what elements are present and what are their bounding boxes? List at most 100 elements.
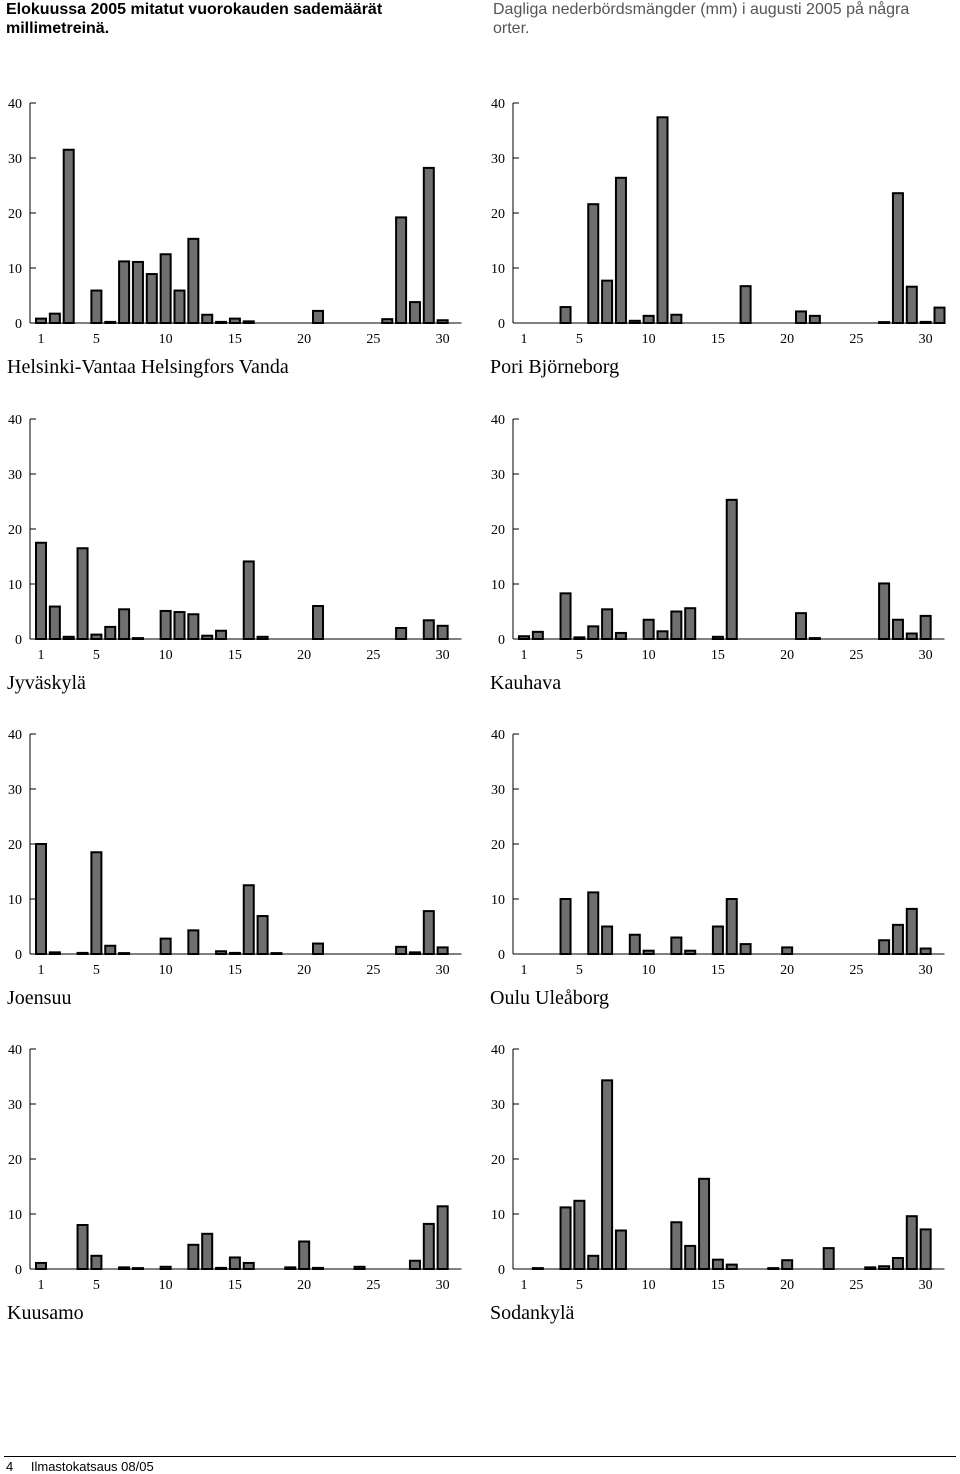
x-tick-label: 25 bbox=[366, 963, 380, 978]
bar-day-6 bbox=[104, 944, 117, 955]
bar-day-17 bbox=[739, 285, 752, 324]
bar-day-4 bbox=[559, 592, 572, 640]
x-tick-label: 20 bbox=[780, 1278, 794, 1293]
bar-day-9 bbox=[628, 319, 641, 324]
bar-day-5 bbox=[90, 289, 103, 324]
bar-day-18 bbox=[270, 952, 283, 955]
x-tick-label: 30 bbox=[436, 1278, 450, 1293]
bar-day-30 bbox=[436, 1205, 449, 1271]
x-tick-label: 20 bbox=[297, 648, 311, 663]
bar-day-7 bbox=[118, 1266, 131, 1270]
bar-day-28 bbox=[891, 923, 904, 955]
bar-day-9 bbox=[628, 933, 641, 955]
bar-day-6 bbox=[587, 891, 600, 956]
bar-day-15 bbox=[711, 635, 724, 640]
x-tick-label: 15 bbox=[711, 1278, 725, 1293]
x-tick-label: 25 bbox=[849, 332, 863, 347]
y-tick-label: 40 bbox=[491, 97, 505, 112]
y-tick-label: 0 bbox=[498, 317, 505, 332]
x-tick-label: 1 bbox=[38, 648, 45, 663]
bar-day-13 bbox=[684, 949, 697, 956]
bar-day-27 bbox=[878, 321, 891, 325]
x-tick-label: 30 bbox=[919, 1278, 933, 1293]
bar-day-6 bbox=[104, 625, 117, 641]
bar-day-5 bbox=[90, 633, 103, 640]
x-tick-label: 15 bbox=[228, 648, 242, 663]
bar-day-28 bbox=[408, 1259, 421, 1270]
y-tick-label: 40 bbox=[491, 1043, 505, 1058]
bar-day-11 bbox=[173, 611, 186, 640]
bar-day-8 bbox=[131, 260, 144, 325]
bar-day-13 bbox=[684, 1244, 697, 1271]
x-tick-label: 30 bbox=[436, 648, 450, 663]
bar-day-11 bbox=[656, 116, 669, 324]
y-tick-label: 30 bbox=[491, 1098, 505, 1113]
bar-day-26 bbox=[864, 1266, 877, 1270]
bar-day-28 bbox=[891, 192, 904, 324]
bar-day-10 bbox=[159, 1265, 172, 1271]
x-tick-label: 25 bbox=[849, 963, 863, 978]
bar-day-30 bbox=[436, 319, 449, 324]
station-name: Jyväskylä bbox=[7, 672, 86, 694]
x-tick-label: 20 bbox=[780, 963, 794, 978]
bar-day-12 bbox=[187, 237, 200, 325]
bar-day-4 bbox=[76, 1224, 89, 1270]
bar-day-16 bbox=[242, 1261, 255, 1270]
bar-day-10 bbox=[642, 618, 655, 640]
footer-divider bbox=[4, 1456, 956, 1457]
bar-day-20 bbox=[781, 946, 794, 956]
y-tick-label: 20 bbox=[491, 207, 505, 222]
bar-day-4 bbox=[559, 898, 572, 955]
bar-day-6 bbox=[587, 625, 600, 640]
bar-day-29 bbox=[422, 910, 435, 955]
bar-day-17 bbox=[256, 915, 269, 955]
x-tick-label: 25 bbox=[366, 1278, 380, 1293]
x-tick-label: 15 bbox=[228, 1278, 242, 1293]
x-tick-label: 10 bbox=[159, 1278, 173, 1293]
x-tick-label: 15 bbox=[228, 963, 242, 978]
bar-day-8 bbox=[131, 1267, 144, 1270]
bar-day-6 bbox=[104, 320, 117, 324]
bar-day-10 bbox=[642, 949, 655, 956]
station-name: Kauhava bbox=[490, 672, 561, 694]
header-title-fi: Elokuussa 2005 mitatut vuorokauden sadem… bbox=[6, 1, 383, 37]
bar-day-15 bbox=[228, 1256, 241, 1270]
bar-day-8 bbox=[614, 1229, 627, 1270]
bar-day-21 bbox=[795, 612, 807, 641]
bar-day-28 bbox=[408, 951, 421, 955]
x-tick-label: 30 bbox=[919, 963, 933, 978]
bar-day-13 bbox=[201, 634, 214, 641]
x-tick-label: 30 bbox=[919, 648, 933, 663]
bar-day-2 bbox=[48, 312, 61, 324]
bar-day-29 bbox=[422, 1222, 435, 1271]
bar-day-29 bbox=[905, 632, 918, 640]
bar-day-31 bbox=[933, 306, 946, 325]
station-name: Pori Björneborg bbox=[490, 356, 619, 378]
bar-day-12 bbox=[670, 313, 683, 324]
bar-day-13 bbox=[201, 1232, 214, 1271]
bar-day-30 bbox=[919, 320, 932, 324]
bar-day-24 bbox=[353, 1265, 366, 1271]
bar-day-26 bbox=[381, 318, 394, 324]
bar-day-30 bbox=[919, 1228, 932, 1271]
bar-day-9 bbox=[145, 273, 158, 324]
bar-day-28 bbox=[408, 301, 421, 325]
x-tick-label: 15 bbox=[711, 648, 725, 663]
y-tick-label: 10 bbox=[491, 893, 505, 908]
y-tick-label: 40 bbox=[491, 728, 505, 743]
bar-day-14 bbox=[215, 629, 228, 640]
bar-day-15 bbox=[711, 925, 724, 955]
bar-day-1 bbox=[518, 635, 530, 640]
x-tick-label: 5 bbox=[93, 332, 100, 347]
bar-day-10 bbox=[159, 937, 172, 955]
x-tick-label: 5 bbox=[576, 332, 583, 347]
bar-day-14 bbox=[215, 320, 228, 324]
bar-day-21 bbox=[312, 942, 324, 955]
y-tick-label: 0 bbox=[15, 633, 22, 648]
y-tick-label: 0 bbox=[15, 1263, 22, 1278]
y-tick-label: 30 bbox=[8, 1098, 22, 1113]
bar-day-14 bbox=[215, 950, 228, 955]
bar-day-10 bbox=[159, 609, 172, 641]
y-tick-label: 0 bbox=[15, 317, 22, 332]
